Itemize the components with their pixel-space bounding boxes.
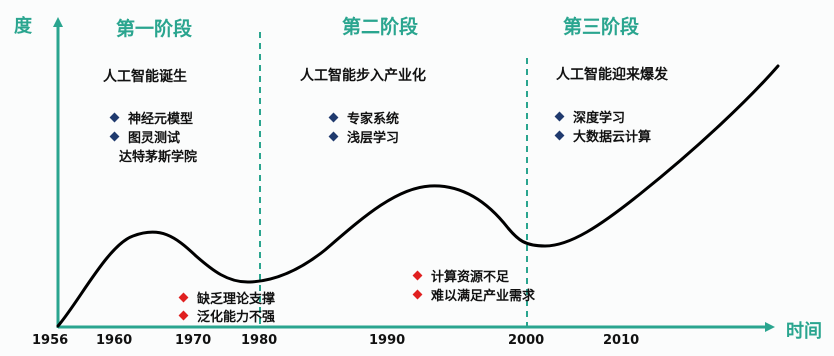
diamond-bullet-icon (109, 112, 120, 123)
diamond-bullet-icon (554, 111, 565, 122)
stage-1-extra: 达特茅斯学院 (119, 150, 198, 165)
x-tick: 2010 (603, 333, 640, 348)
red-diamond-bullet-icon (412, 270, 423, 281)
x-tick: 1960 (96, 333, 133, 348)
red-diamond-bullet-icon (178, 310, 189, 321)
stage-1-title: 第一阶段 (116, 18, 193, 40)
stage-3-title: 第三阶段 (563, 16, 640, 38)
stage-3-bullet: 深度学习 (554, 107, 625, 126)
stage-2-heading: 人工智能步入产业化 (300, 68, 426, 84)
diamond-bullet-icon (328, 112, 339, 123)
diamond-bullet-icon (554, 130, 565, 141)
stage-1-challenge: 缺乏理论支撑 (178, 288, 275, 307)
stage-1-challenge: 泛化能力不强 (178, 306, 275, 325)
x-tick: 1970 (175, 333, 212, 348)
stage-2-challenge: 计算资源不足 (412, 266, 509, 285)
diamond-bullet-icon (109, 131, 120, 142)
stage-3-heading: 人工智能迎来爆发 (556, 67, 668, 83)
x-tick: 1990 (369, 333, 406, 348)
stage-1-bullet: 神经元模型 (109, 108, 193, 127)
stage-2-challenge: 难以满足产业需求 (412, 285, 535, 304)
x-tick: 2000 (508, 333, 545, 348)
diamond-bullet-icon (328, 131, 339, 142)
development-curve (56, 64, 780, 328)
stage-1-bullet: 图灵测试 (109, 127, 180, 146)
y-axis-label: 度 (14, 16, 32, 37)
stage-3-bullet: 大数据云计算 (554, 126, 651, 145)
stage-2-bullet: 专家系统 (328, 108, 399, 127)
x-tick: 1980 (241, 333, 278, 348)
stage-1-heading: 人工智能诞生 (103, 69, 187, 85)
x-axis-label: 时间 (786, 321, 822, 342)
stage-2-bullet: 浅层学习 (328, 127, 399, 146)
stage-2-title: 第二阶段 (342, 16, 419, 38)
red-diamond-bullet-icon (412, 289, 423, 300)
x-tick: 1956 (32, 333, 69, 348)
red-diamond-bullet-icon (178, 292, 189, 303)
